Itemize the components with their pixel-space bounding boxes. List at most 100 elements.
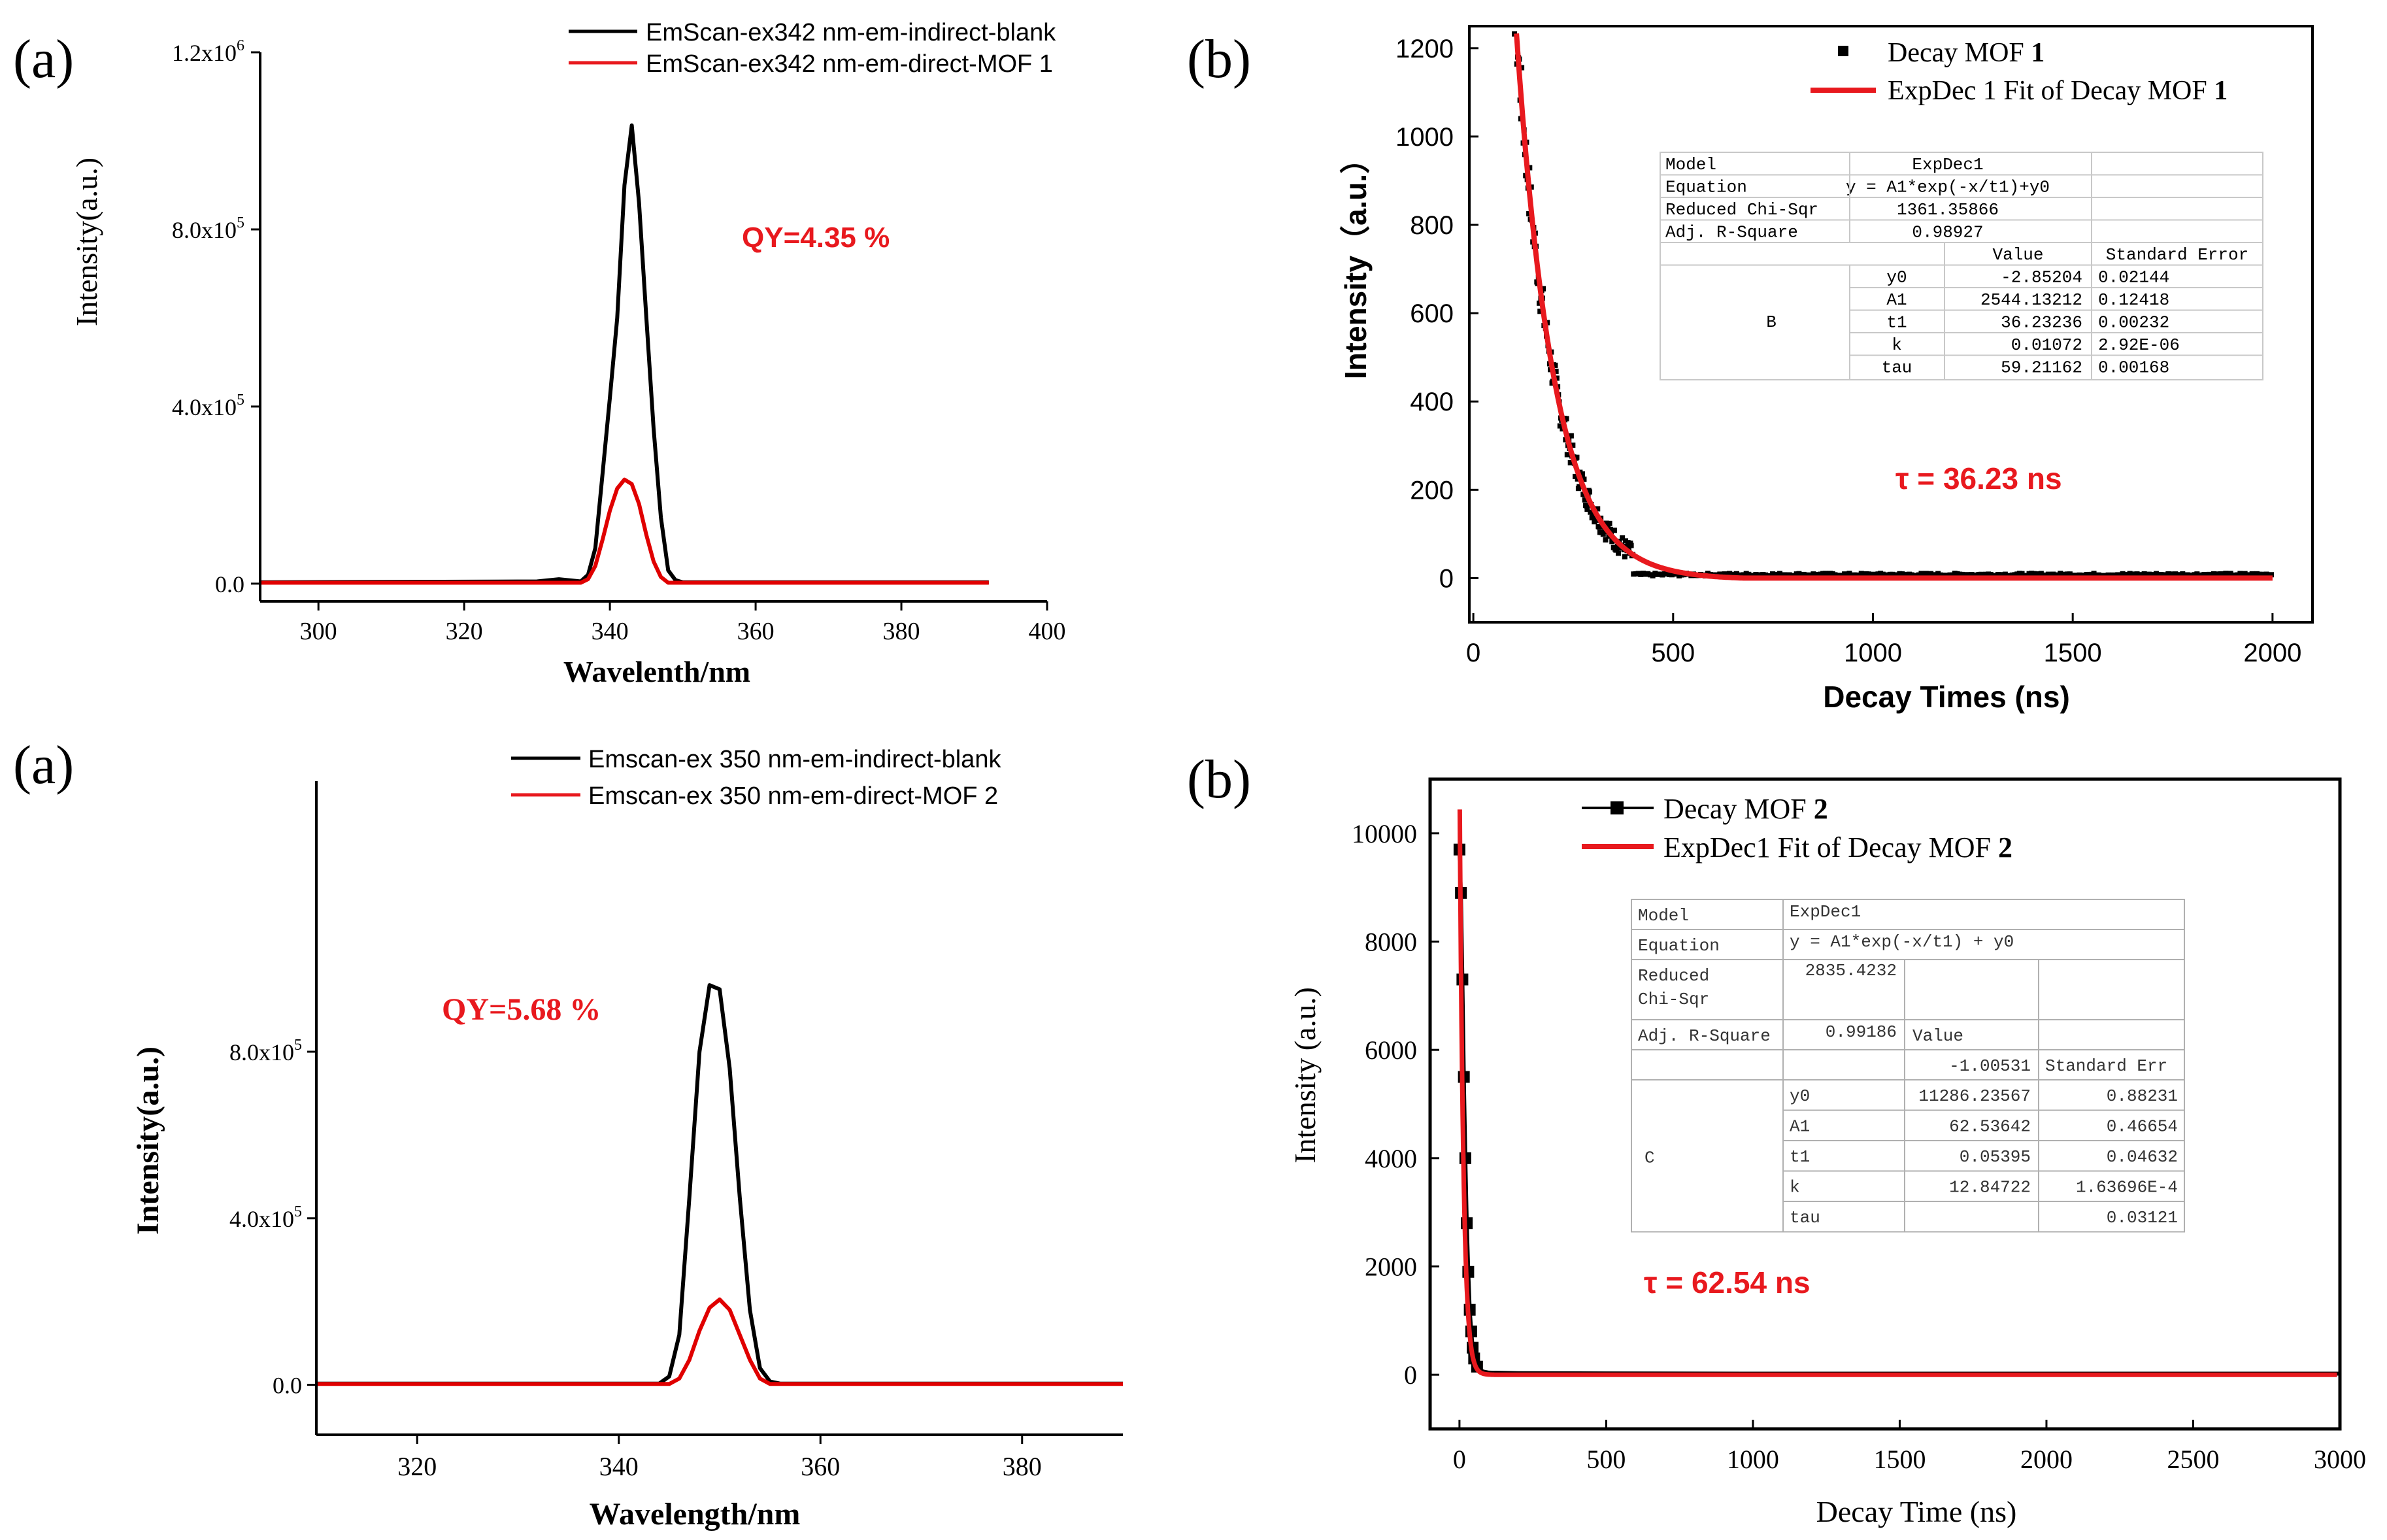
x-tick-label: 1000: [1727, 1445, 1779, 1474]
decay-point: [1628, 543, 1634, 548]
legend-label-mof1: EmScan-ex342 nm-em-direct-MOF 1: [646, 50, 1053, 78]
decay-point: [1589, 515, 1595, 521]
table-row-label: Equation: [1665, 178, 1747, 197]
decay-point: [1600, 531, 1606, 537]
legend: Emscan-ex 350 nm-em-indirect-blank Emsca…: [511, 746, 1001, 810]
table-param-value: 0.05395: [1960, 1147, 2031, 1167]
table-param-error: 0.02144: [2098, 268, 2169, 288]
decay-point: [1552, 362, 1558, 368]
fit-results-table: Model ExpDec1 Equation y = A1*exp(-x/t1)+y0…: [1660, 152, 2263, 380]
x-tick-label: 0: [1453, 1445, 1466, 1474]
decay-point: [1587, 489, 1593, 495]
decay-point: [1570, 443, 1576, 448]
x-tick-label: 320: [397, 1452, 437, 1481]
y-tick-label: 8.0x105: [229, 1037, 302, 1065]
decay-point: [1564, 452, 1570, 458]
quantum-yield-annotation: QY=5.68 %: [442, 992, 601, 1027]
decay-point: [1567, 460, 1573, 465]
table-row-value: -1.00531: [1949, 1056, 2031, 1076]
legend-swatch-decay: [1838, 46, 1848, 56]
legend-label-mof2: Emscan-ex 350 nm-em-direct-MOF 2: [588, 782, 998, 810]
y-tick-label: 8000: [1365, 928, 1417, 957]
table-group-label: C: [1644, 1148, 1655, 1167]
table-param-error: 0.88231: [2107, 1086, 2178, 1106]
fit-line: [1457, 809, 2337, 1377]
panel-top-left-spectrum: (a) 300 320 340 360 380 400 0.0 4.0x105 8.0x105 1…: [13, 19, 1066, 688]
table-param-error: 2.92E-06: [2098, 335, 2180, 355]
x-tick-label: 380: [1003, 1452, 1042, 1481]
decay-point: [1557, 423, 1563, 429]
legend-label-fit: ExpDec1 Fit of Decay MOF 2: [1663, 831, 2012, 863]
decay-point: [1568, 433, 1574, 439]
table-row-value: 0.99186: [1826, 1022, 1897, 1042]
x-tick-label: 1000: [1844, 639, 1902, 667]
decay-point: [1536, 300, 1542, 306]
table-header: Value: [1912, 1026, 1963, 1046]
table-param-error: 0.04632: [2107, 1147, 2178, 1167]
decay-point: [1603, 537, 1609, 543]
plot-frame: [1428, 777, 2342, 1431]
table-row-value: 1361.35866: [1897, 200, 1999, 220]
series-line-blank: [259, 123, 989, 584]
table-param-value: 11286.23567: [1918, 1086, 2031, 1106]
x-tick-label: 400: [1029, 618, 1066, 645]
lifetime-annotation: τ = 36.23 ns: [1895, 461, 2062, 495]
quantum-yield-annotation: QY=4.35 %: [742, 222, 890, 254]
legend: EmScan-ex342 nm-em-indirect-blank EmScan…: [569, 19, 1056, 78]
y-axis-title: Intensity (a.u.): [1288, 987, 1322, 1163]
panel-bottom-right-decay: (b) 0 500 1000 1500 2000 2500 3000 0 2000 4000 600…: [1187, 749, 2366, 1528]
y-tick-label: 10000: [1352, 819, 1417, 848]
y-axis-title: Intensity(a.u.): [70, 158, 103, 326]
table-param-value: 36.23236: [2001, 313, 2082, 333]
table-row-value: ExpDec1: [1912, 155, 1983, 175]
y-tick-label: 0.0: [273, 1373, 302, 1399]
table-group-label: B: [1766, 312, 1777, 332]
table-param-name: k: [1790, 1178, 1800, 1197]
x-tick-label: 1500: [2044, 639, 2102, 667]
y-tick-label: 1.2x106: [172, 37, 244, 66]
decay-point: [1554, 375, 1560, 381]
table-param-error: 1.63696E-4: [2076, 1178, 2178, 1197]
lifetime-annotation: τ = 62.54 ns: [1644, 1265, 1811, 1299]
table-row-label: Equation: [1638, 936, 1720, 956]
table-row-value: 0.98927: [1912, 223, 1983, 243]
table-row-label: Model: [1665, 155, 1716, 175]
table-frame: [1631, 899, 2185, 1233]
table-param-name: tau: [1882, 358, 1912, 378]
table-header: Value: [1992, 245, 2043, 265]
table-param-error: 0.00168: [2098, 358, 2169, 378]
decay-point: [1574, 454, 1580, 460]
table-param-value: 62.53642: [1949, 1117, 2031, 1137]
decay-point: [1595, 506, 1601, 512]
decay-point: [1577, 484, 1582, 490]
decay-point: [1596, 524, 1602, 530]
y-tick-label: 400: [1410, 388, 1454, 416]
x-tick-label: 0: [1466, 639, 1480, 667]
table-row-value: 2835.4232: [1805, 961, 1897, 980]
legend-label-blank: EmScan-ex342 nm-em-indirect-blank: [646, 19, 1056, 46]
decay-point: [1526, 211, 1532, 217]
table-param-name: y0: [1790, 1086, 1810, 1106]
x-axis-title: Decay Times (ns): [1823, 680, 2070, 714]
decay-point: [1622, 554, 1628, 560]
x-axis-title: Decay Time (ns): [1816, 1495, 2017, 1528]
table-row-label: Reduced Chi-Sqr: [1665, 200, 1818, 220]
y-tick-label: 2000: [1365, 1252, 1417, 1282]
x-tick-label: 340: [599, 1452, 639, 1481]
legend-swatch-decay: [1611, 801, 1624, 814]
x-tick-label: 3000: [2314, 1445, 2366, 1474]
table-param-error: 0.46654: [2107, 1117, 2178, 1137]
table-param-name: t1: [1886, 313, 1907, 333]
y-tick-label: 600: [1410, 299, 1454, 328]
table-frame: [1660, 152, 2263, 380]
table-param-value: 0.01072: [2011, 335, 2082, 355]
decay-point: [1563, 416, 1569, 422]
y-tick-label: 0: [1404, 1360, 1417, 1390]
table-row-label: Adj. R-Square: [1665, 223, 1798, 243]
legend-label-decay: Decay MOF 2: [1663, 793, 1828, 825]
decay-point: [1580, 492, 1586, 497]
y-tick-label: 1000: [1395, 123, 1454, 152]
y-tick-label: 4.0x105: [172, 392, 244, 420]
x-tick-label: 2000: [2243, 639, 2301, 667]
